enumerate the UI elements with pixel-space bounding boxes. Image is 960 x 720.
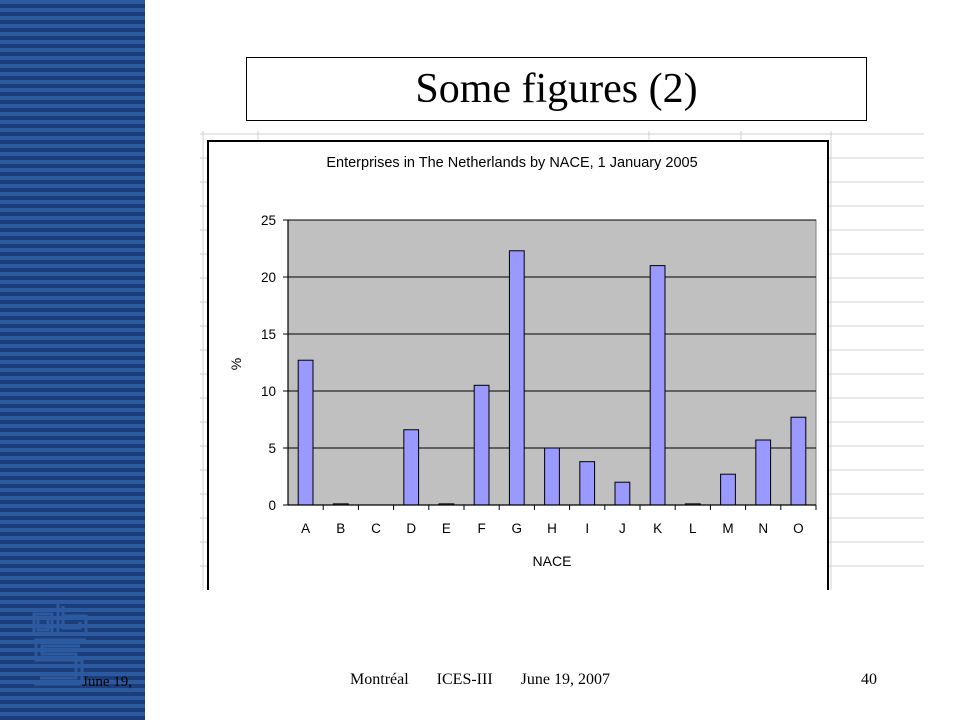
bar-A — [297, 359, 314, 506]
y-axis-label: % — [228, 358, 244, 370]
x-tick-label: D — [406, 521, 416, 536]
x-tick-label: F — [477, 521, 485, 536]
bar-O — [790, 416, 807, 506]
x-axis-label: NACE — [533, 553, 572, 569]
footer-event: ICES-III — [436, 671, 493, 688]
x-tick-label: I — [585, 521, 589, 536]
y-tick-label: 10 — [261, 384, 276, 399]
x-tick-label: C — [371, 521, 381, 536]
x-tick-label: A — [301, 521, 310, 536]
footer-date: June 19, 2007 — [520, 671, 610, 688]
bar-I — [579, 461, 596, 506]
bar-K — [649, 265, 666, 506]
x-tick-label: L — [689, 521, 697, 536]
x-tick-label: O — [793, 521, 804, 536]
page-number: 40 — [861, 671, 877, 688]
x-tick-label: B — [336, 521, 345, 536]
y-tick-label: 20 — [261, 270, 276, 285]
bar-M — [720, 473, 736, 506]
x-tick-label: E — [442, 521, 451, 536]
sidebar-stripes — [0, 0, 145, 720]
x-tick-label: G — [512, 521, 523, 536]
y-tick-label: 0 — [268, 498, 276, 513]
y-tick-label: 5 — [268, 441, 276, 456]
slide-title: Some figures (2) — [246, 57, 867, 121]
x-tick-label: N — [758, 521, 768, 536]
bar-D — [403, 429, 420, 506]
cbs-logo-icon — [32, 600, 88, 686]
bar-N — [755, 439, 772, 506]
x-tick-label: H — [547, 521, 557, 536]
x-tick-label: K — [653, 521, 662, 536]
bar-H — [544, 447, 560, 506]
bar-J — [614, 481, 631, 506]
footer-center: Montréal ICES-III June 19, 2007 — [0, 671, 960, 689]
footer-place: Montréal — [350, 671, 409, 688]
x-tick-label: J — [619, 521, 626, 536]
bar-F — [473, 384, 490, 506]
chart-title: Enterprises in The Netherlands by NACE, … — [326, 155, 697, 171]
x-tick-label: M — [722, 521, 733, 536]
y-tick-label: 25 — [261, 213, 276, 228]
footer-date-left: June 19, — [82, 674, 132, 690]
y-tick-label: 15 — [261, 327, 276, 342]
bar-G — [508, 250, 525, 506]
bar-chart: Enterprises in The Netherlands by NACE, … — [228, 155, 817, 569]
